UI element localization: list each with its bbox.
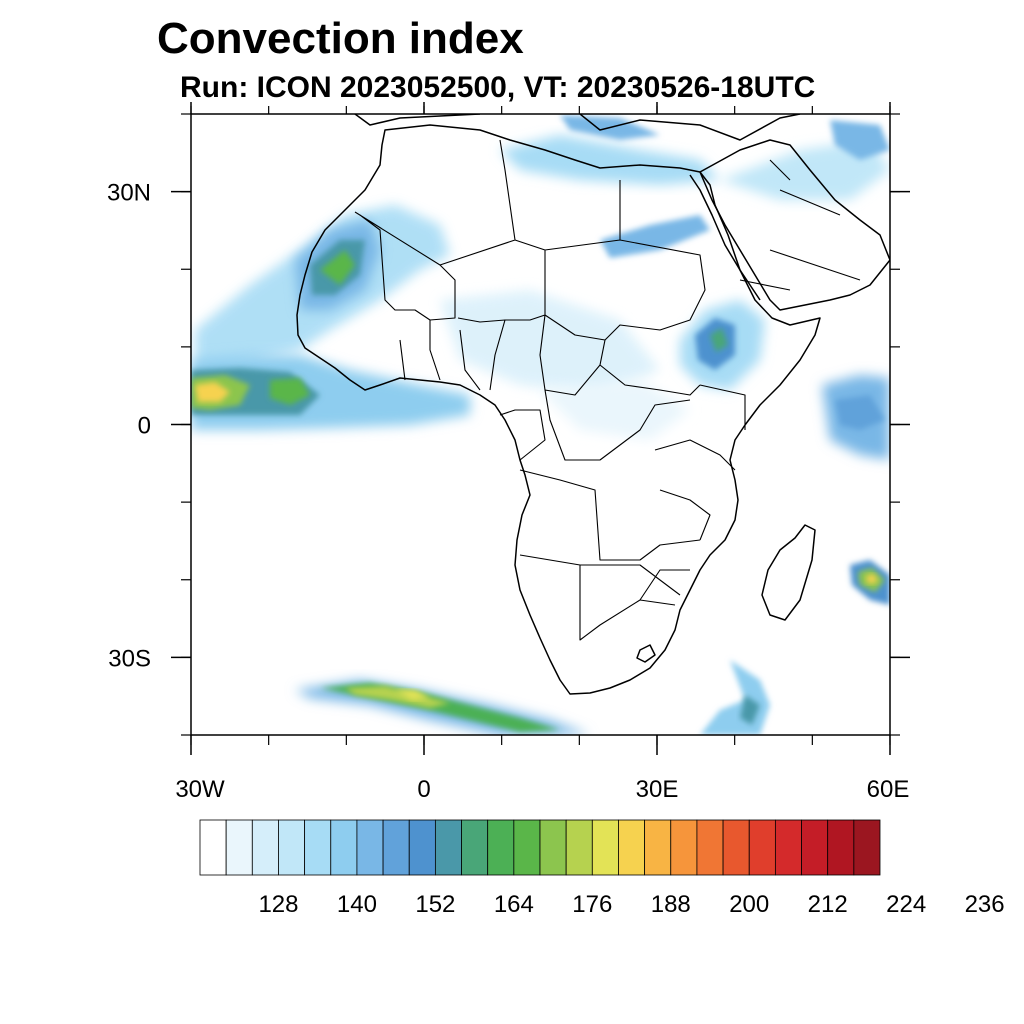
country-borders: [354, 139, 861, 641]
africa-coastline: [296, 124, 821, 695]
y-tick-label: 0: [138, 413, 151, 440]
coastlines-and-borders: [296, 114, 890, 695]
europe-coastline: [354, 114, 801, 141]
convection-region-west-africa: [195, 205, 450, 370]
convection-region-indian-ocean-equator: [822, 375, 890, 460]
convection-shading: [191, 115, 890, 735]
map-axes: 30W 0 30E 60E 30N 0 30S: [107, 102, 910, 803]
convection-region-atlantic-equator: [191, 355, 470, 430]
x-tick-label: 30E: [636, 776, 679, 803]
y-tick-label: 30S: [108, 645, 151, 672]
red-sea-coastline: [689, 174, 761, 301]
lesotho-border: [636, 644, 656, 663]
arabia-coastline: [699, 139, 890, 311]
chart-title: Convection index: [157, 14, 524, 63]
chart-subtitle: Run: ICON 2023052500, VT: 20230526-18UTC: [180, 71, 816, 104]
convection-region-mediterranean: [500, 115, 890, 258]
convection-region-southern-ocean: [295, 660, 770, 735]
x-tick-label: 30W: [175, 776, 225, 803]
x-tick-label: 60E: [867, 776, 910, 803]
convection-region-east-madagascar: [850, 560, 890, 605]
convection-region-ethiopia: [680, 300, 765, 390]
y-tick-label: 30N: [107, 180, 151, 207]
x-tick-label: 0: [417, 776, 430, 803]
madagascar-coastline: [761, 524, 816, 621]
